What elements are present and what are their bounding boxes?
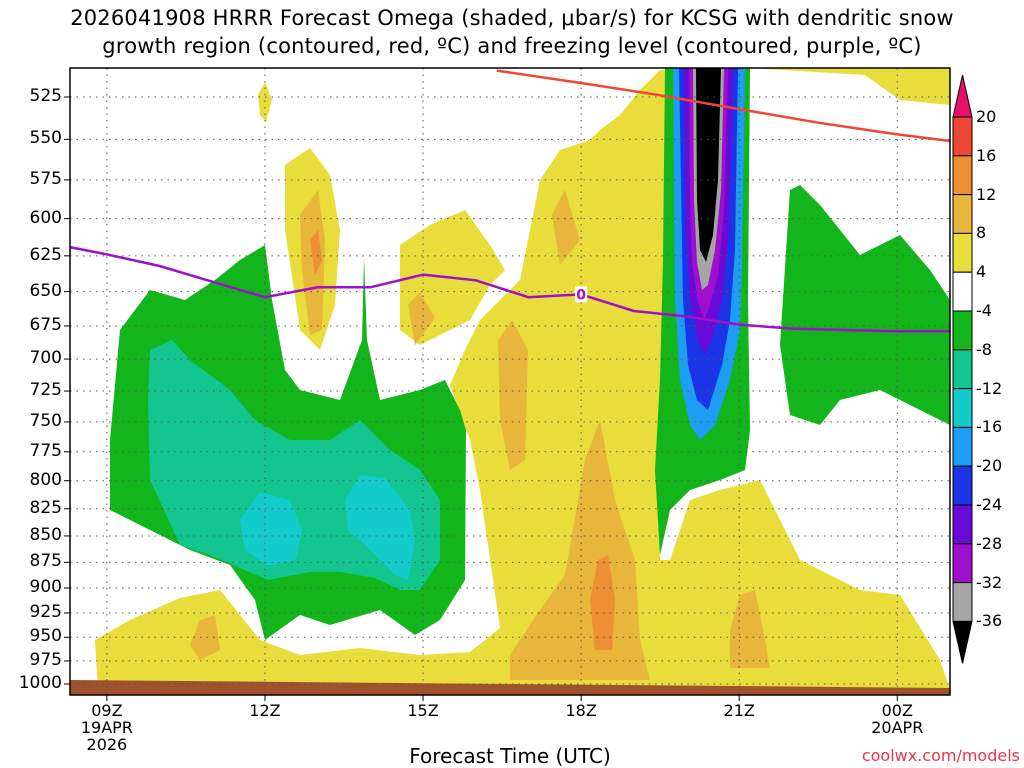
colorbar-label: -4 <box>976 301 992 320</box>
freezing-level-label: 0 <box>576 287 586 303</box>
colorbar-segment <box>952 232 973 273</box>
y-tick-label: 850 <box>29 524 62 545</box>
colorbar-label: -16 <box>976 417 1003 437</box>
x-tick-label: 09Z 19APR 2026 <box>67 702 147 753</box>
colorbar-segment <box>952 155 973 196</box>
x-tick-label-l1: 12Z <box>249 701 281 720</box>
colorbar-label: -8 <box>976 339 992 359</box>
colorbar-label: 16 <box>976 145 997 165</box>
colorbar-label: 12 <box>976 184 997 204</box>
y-tick-label: 650 <box>29 280 62 301</box>
colorbar-label: -36 <box>976 611 1003 631</box>
colorbar-segment <box>952 426 973 467</box>
y-tick-label: 725 <box>29 380 62 401</box>
y-tick-label: 825 <box>29 497 62 518</box>
x-tick-label: 21Z <box>699 702 779 719</box>
omega-12-16 <box>310 230 615 650</box>
colorbar-segment <box>952 116 973 157</box>
x-tick-label: 00Z 20APR <box>857 702 937 736</box>
freezing-level-label-group: 0 <box>575 286 588 303</box>
y-tick-label: 575 <box>29 168 62 189</box>
terrain <box>70 680 950 695</box>
colorbar-segment <box>952 543 973 584</box>
colorbar-label: -24 <box>976 495 1003 514</box>
colorbar <box>952 74 973 664</box>
y-tick-label: 600 <box>29 207 62 228</box>
y-tick-label: 625 <box>29 244 62 265</box>
colorbar-segment <box>952 465 973 506</box>
y-tick-label: 950 <box>29 626 62 647</box>
x-tick-label-l3: 2026 <box>86 735 128 754</box>
colorbar-label: -28 <box>976 533 1003 553</box>
y-tick-label: 800 <box>29 469 62 490</box>
x-tick-label-l1: 00Z <box>881 701 913 720</box>
x-tick-label-l2: 20APR <box>871 718 924 737</box>
omega-neg12-neg16 <box>240 475 415 580</box>
x-tick-label: 15Z <box>383 702 463 719</box>
colorbar-label: 8 <box>976 223 987 243</box>
colorbar-label: -20 <box>976 456 1003 476</box>
chart-title-line1: 2026041908 HRRR Forecast Omega (shaded, … <box>70 6 954 30</box>
chart-title-line2: growth region (contoured, red, ºC) and f… <box>102 34 922 58</box>
y-tick-label: 550 <box>29 128 62 149</box>
x-tick-label-l1: 18Z <box>565 701 597 720</box>
y-tick-label: 775 <box>29 440 62 461</box>
omega-below-neg36 <box>696 68 721 262</box>
x-tick-label: 12Z <box>225 702 305 719</box>
colorbar-label: -12 <box>976 378 1003 398</box>
x-ticks <box>106 695 898 701</box>
y-tick-label: 975 <box>29 649 62 670</box>
x-tick-label-l1: 15Z <box>407 701 439 720</box>
y-tick-label: 525 <box>29 86 62 106</box>
y-tick-label: 875 <box>29 551 62 572</box>
y-tick-label: 900 <box>29 577 62 598</box>
colorbar-label: -32 <box>976 572 1003 592</box>
colorbar-label: 4 <box>976 262 987 282</box>
x-tick-label-l2: 19APR <box>80 718 133 737</box>
colorbar-top-arrow <box>952 74 973 118</box>
y-tick-label: 1000 <box>18 673 62 693</box>
freezing-level-contour <box>70 245 950 333</box>
x-tick-label-l1: 09Z <box>91 701 123 720</box>
y-tick-label: 750 <box>29 410 62 431</box>
x-axis-title: Forecast Time (UTC) <box>409 744 611 768</box>
grid <box>64 68 950 695</box>
omega-8-12 <box>190 190 770 680</box>
colorbar-segment <box>952 194 973 234</box>
y-tick-label: 700 <box>29 348 62 369</box>
site-credit[interactable]: coolwx.com/models <box>861 746 1020 765</box>
y-tick-label: 925 <box>29 601 62 622</box>
colorbar-segment <box>952 388 973 428</box>
dendritic-growth-contour <box>496 69 950 143</box>
x-tick-label-l1: 21Z <box>723 701 755 720</box>
omega-shading <box>70 68 950 695</box>
colorbar-segment <box>952 504 973 545</box>
freezing-label-bg <box>575 286 588 303</box>
plot-frame <box>69 67 951 696</box>
colorbar-label: 20 <box>976 107 997 126</box>
colorbar-segment <box>952 271 973 312</box>
y-tick-label: 675 <box>29 314 62 335</box>
colorbar-segment <box>952 349 973 390</box>
x-tick-label: 18Z <box>541 702 621 719</box>
colorbar-segment <box>952 582 973 622</box>
colorbar-segment <box>952 310 973 351</box>
colorbar-bottom-arrow <box>952 620 973 664</box>
